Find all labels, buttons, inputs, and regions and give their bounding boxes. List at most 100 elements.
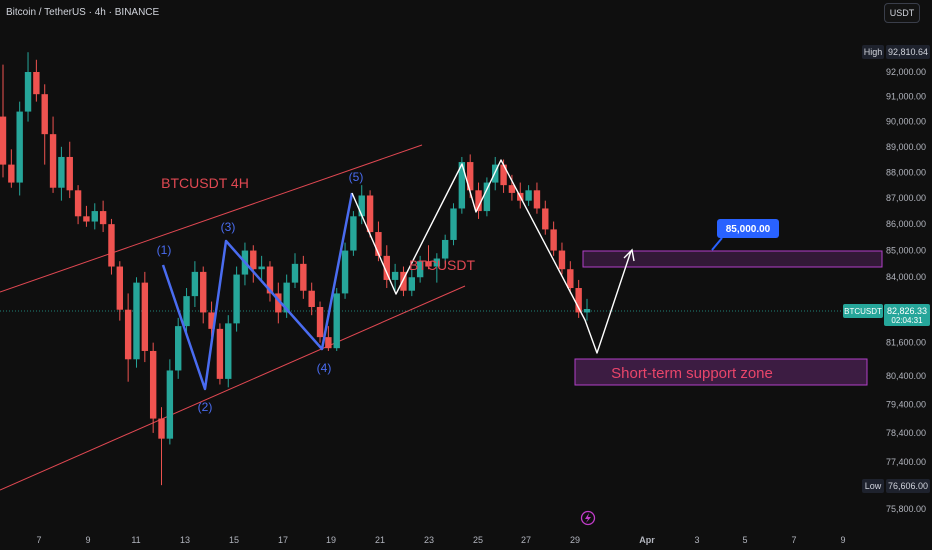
support-zone-label: Short-term support zone: [611, 365, 773, 382]
channel-lower-line[interactable]: [0, 285, 466, 491]
time-tick-label: 19: [326, 535, 336, 545]
last-price-countdown: 02:04:31: [891, 316, 923, 325]
time-tick-label: 3: [694, 535, 699, 545]
candle: [208, 301, 215, 338]
time-tick-label: 15: [229, 535, 239, 545]
candle: [108, 218, 115, 275]
candle: [533, 182, 541, 214]
candle: [83, 205, 90, 227]
candle: [291, 253, 299, 289]
candle: [391, 263, 399, 291]
candle: [216, 323, 224, 385]
candle: [141, 271, 149, 363]
time-tick-label: 9: [840, 535, 845, 545]
price-tick-label: 87,000.00: [886, 193, 926, 203]
candle: [0, 64, 7, 178]
candle: [41, 84, 48, 165]
time-tick-label: 11: [131, 535, 140, 545]
candle: [49, 116, 57, 193]
low-badge-key: [862, 479, 884, 493]
candle: [508, 174, 516, 201]
candle: [116, 261, 123, 321]
lightning-icon[interactable]: [580, 510, 596, 526]
low-badge-label: Low: [865, 481, 882, 491]
candle: [300, 255, 307, 299]
candle: [341, 242, 349, 299]
projection-arrow-head: [623, 248, 635, 262]
candle: [258, 255, 265, 283]
candle: [483, 177, 491, 217]
candle: [325, 326, 332, 351]
time-tick-label: 27: [521, 535, 531, 545]
candle: [583, 298, 591, 321]
target-callout-pointer: [711, 237, 723, 251]
price-tick-label: 78,400.00: [886, 428, 926, 438]
time-tick-label: 25: [473, 535, 483, 545]
price-tick-label: 89,000.00: [886, 142, 926, 152]
candle: [550, 221, 557, 256]
wave-label-5: (5): [349, 170, 364, 184]
price-axis[interactable]: 92,000.00 91,000.00 90,000.00 89,000.00 88,0…: [886, 67, 926, 514]
candle: [250, 245, 257, 283]
resistance-zone[interactable]: [582, 250, 883, 268]
time-axis[interactable]: 7 9 11 13 15 17 19 21 23 25 27 29 Apr 3 5 7 9: [36, 535, 845, 545]
candle: [450, 203, 457, 246]
time-tick-label: 17: [278, 535, 288, 545]
price-tick-label: 77,400.00: [886, 457, 926, 467]
time-tick-label: Apr: [639, 535, 655, 545]
price-tick-label: 86,000.00: [886, 219, 926, 229]
wave-label-1: (1): [157, 243, 172, 257]
high-badge-key: [862, 45, 884, 59]
price-tick-label: 90,000.00: [886, 117, 926, 127]
candle: [16, 101, 23, 196]
high-badge-value: 92,810.64: [888, 47, 928, 57]
candle: [416, 255, 424, 283]
candle: [492, 156, 499, 191]
price-tick-label: 79,400.00: [886, 399, 926, 409]
time-tick-label: 13: [180, 535, 190, 545]
price-tick-label: 92,000.00: [886, 67, 926, 77]
price-tick-label: 91,000.00: [886, 92, 926, 102]
channel-upper-line[interactable]: [0, 144, 423, 293]
candle: [133, 277, 140, 368]
projection-path[interactable]: [351, 159, 632, 354]
price-tick-label: 84,000.00: [886, 272, 926, 282]
last-price-symbol: BTCUSDT: [844, 307, 882, 316]
candle: [400, 266, 407, 297]
candle: [425, 245, 432, 270]
high-badge: [886, 45, 930, 59]
candle: [33, 59, 40, 102]
candle: [124, 293, 132, 382]
candle: [433, 253, 441, 283]
price-tick-label: 81,600.00: [886, 338, 926, 348]
candle: [225, 315, 232, 388]
last-price-value: 82,826.33: [887, 306, 927, 316]
candle: [66, 141, 73, 199]
candle: [558, 242, 566, 275]
candle: [350, 211, 357, 256]
pair-label-4h: BTCUSDT 4H: [161, 175, 249, 191]
candle: [266, 261, 274, 302]
candle: [91, 203, 98, 230]
candle: [8, 149, 15, 188]
wave-label-4: (4): [317, 361, 332, 375]
candle: [575, 279, 582, 318]
candle: [200, 266, 207, 324]
target-callout[interactable]: [717, 219, 779, 238]
last-price-symbol-badge: [843, 304, 883, 318]
low-badge-value: 76,606.00: [888, 481, 928, 491]
candle: [542, 200, 549, 235]
candle: [149, 342, 157, 433]
support-zone[interactable]: [574, 358, 868, 386]
chart-title: Bitcoin / TetherUS · 4h · BINANCE: [6, 7, 160, 18]
currency-button[interactable]: USDT: [884, 3, 920, 23]
candle: [183, 288, 190, 335]
candle: [166, 359, 174, 445]
wave-path[interactable]: [161, 192, 354, 391]
candle: [275, 282, 282, 324]
candle: [475, 182, 482, 219]
price-tick-label: 85,000.00: [886, 246, 926, 256]
price-tick-label: 75,800.00: [886, 504, 926, 514]
candle: [383, 245, 390, 289]
